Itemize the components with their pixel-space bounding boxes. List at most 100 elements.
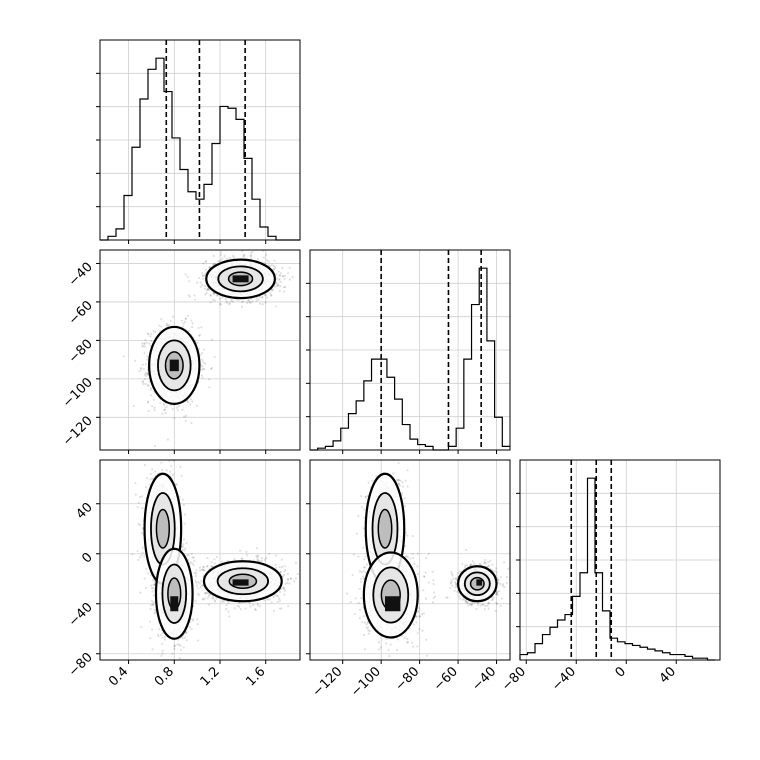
scatter-point — [145, 567, 148, 571]
scatter-point — [204, 268, 208, 271]
scatter-point — [175, 482, 178, 486]
scatter-point — [184, 631, 187, 635]
scatter-point — [245, 554, 249, 557]
scatter-point — [144, 371, 147, 375]
scatter-point — [201, 584, 204, 587]
scatter-point — [193, 559, 196, 563]
scatter-point — [173, 644, 176, 648]
scatter-point — [240, 305, 244, 308]
scatter-point — [191, 556, 195, 559]
scatter-point — [273, 259, 276, 262]
scatter-point — [217, 260, 220, 263]
scatter-panel-border — [99, 249, 301, 451]
scatter-point — [169, 470, 172, 473]
scatter-point — [278, 277, 281, 281]
scatter-point — [233, 256, 236, 259]
scatter-point — [194, 600, 197, 603]
scatter-point — [186, 275, 189, 278]
scatter-point — [163, 638, 167, 641]
scatter-point — [165, 322, 169, 325]
scatter-point — [219, 303, 222, 306]
scatter-point — [199, 569, 202, 572]
scatter-point — [151, 648, 154, 651]
scatter-point — [191, 326, 194, 329]
scatter-point — [240, 301, 243, 304]
scatter-point — [195, 584, 199, 587]
scatter-point — [278, 289, 281, 293]
scatter-point — [169, 464, 173, 468]
scatter-point — [207, 288, 210, 291]
scatter-point — [222, 600, 225, 603]
scatter-point — [259, 605, 262, 608]
scatter-point — [209, 294, 213, 297]
scatter-point — [164, 411, 167, 414]
scatter-point — [173, 647, 176, 651]
scatter-point — [161, 412, 164, 415]
y-tick-label: −60 — [66, 298, 96, 328]
scatter-point — [179, 465, 182, 468]
scatter-point — [261, 557, 264, 560]
scatter-point — [228, 256, 231, 259]
scatter-point — [193, 298, 197, 301]
scatter-point — [144, 338, 147, 342]
scatter-point — [284, 285, 287, 289]
scatter-point — [163, 635, 166, 639]
scatter-point — [258, 560, 261, 563]
scatter-point — [173, 417, 176, 420]
scatter-point — [201, 358, 204, 361]
scatter-point — [151, 468, 154, 471]
y-tick-label: −100 — [60, 375, 96, 411]
histogram-step-0 — [100, 57, 300, 241]
scatter-point — [185, 631, 188, 634]
scatter-point — [185, 639, 189, 642]
scatter-point — [138, 556, 142, 559]
scatter-point — [198, 333, 202, 337]
scatter-point — [150, 339, 153, 343]
scatter-point — [149, 607, 152, 611]
scatter-point — [161, 636, 164, 639]
scatter-point — [131, 553, 134, 556]
histogram-panel-1 — [306, 249, 511, 454]
scatter-point — [160, 461, 163, 464]
scatter-point — [171, 315, 174, 318]
scatter-point — [159, 633, 163, 636]
scatter-point — [261, 296, 264, 299]
scatter-point — [283, 573, 286, 577]
scatter-point — [263, 558, 266, 562]
scatter-point — [203, 284, 206, 288]
scatter-point — [151, 578, 155, 582]
scatter-point — [201, 368, 204, 371]
scatter-point — [263, 294, 267, 297]
scatter-point — [248, 301, 251, 304]
scatter-point — [278, 274, 282, 277]
scatter-point — [205, 291, 208, 295]
scatter-point — [184, 547, 187, 550]
scatter-point — [200, 352, 204, 355]
scatter-point — [187, 558, 190, 562]
scatter-point — [282, 286, 286, 289]
scatter-point — [188, 280, 191, 283]
scatter-point — [204, 362, 207, 365]
scatter-point — [218, 260, 221, 263]
scatter-point — [187, 554, 190, 557]
scatter-point — [152, 330, 155, 333]
scatter-point — [212, 292, 215, 295]
scatter-point — [211, 597, 214, 600]
scatter-point — [275, 277, 279, 280]
scatter-point — [181, 637, 184, 640]
scatter-point — [208, 266, 211, 269]
scatter-point — [152, 594, 155, 597]
scatter-point — [161, 652, 164, 655]
scatter-point — [196, 592, 199, 595]
scatter-point — [171, 652, 174, 655]
scatter-point — [150, 584, 153, 587]
scatter-point — [279, 285, 282, 288]
scatter-point — [193, 294, 196, 297]
scatter-point — [140, 368, 143, 371]
scatter-point — [273, 285, 277, 288]
scatter-point — [200, 580, 203, 583]
scatter-point — [150, 604, 153, 607]
scatter-point — [266, 259, 269, 262]
